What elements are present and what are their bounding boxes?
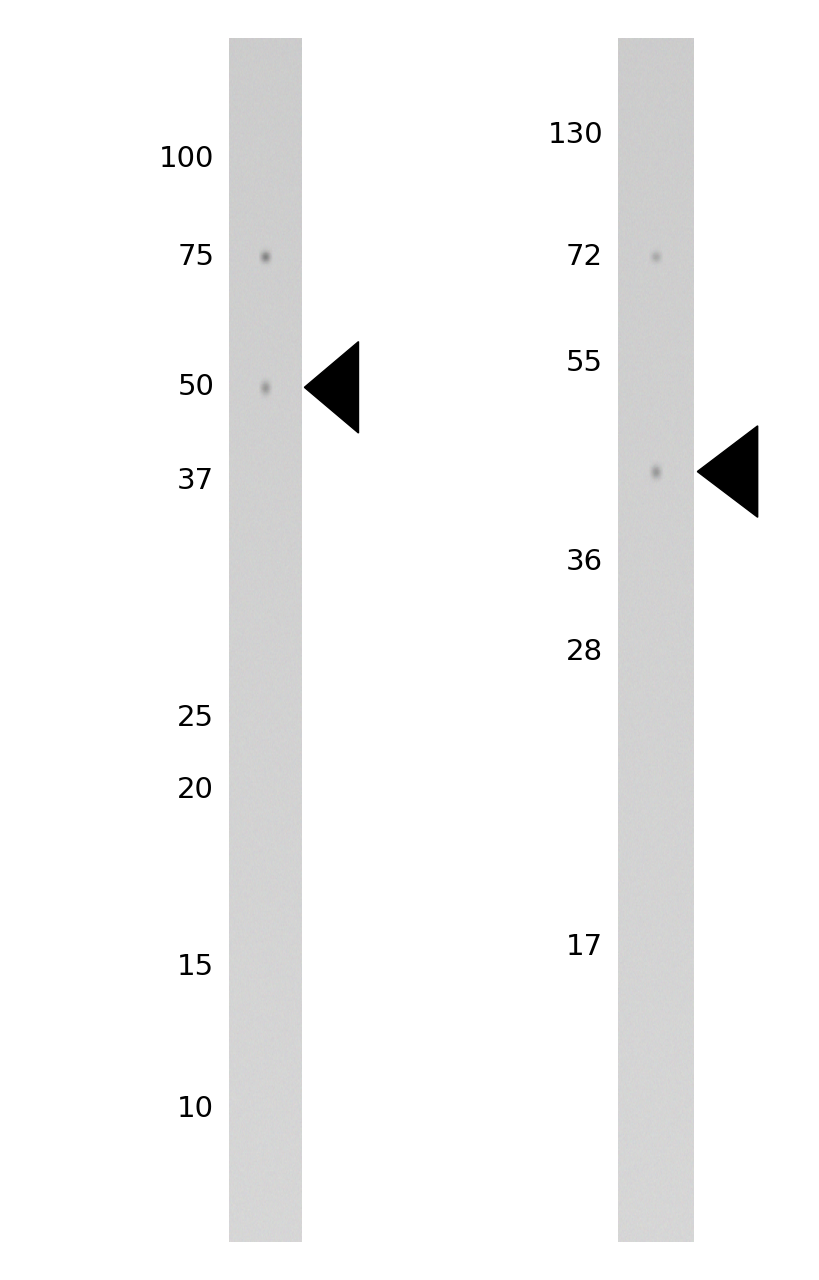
Text: 28: 28 (565, 637, 602, 666)
Text: 50: 50 (177, 374, 214, 402)
Text: 25: 25 (177, 704, 214, 732)
Text: 36: 36 (565, 548, 602, 576)
Polygon shape (696, 426, 757, 517)
Text: 17: 17 (565, 933, 602, 961)
Text: 20: 20 (177, 777, 214, 804)
Text: 100: 100 (159, 145, 214, 173)
Text: 130: 130 (547, 120, 602, 148)
Text: 37: 37 (177, 467, 214, 495)
Text: 10: 10 (177, 1096, 214, 1124)
Text: 55: 55 (565, 349, 602, 378)
Text: 72: 72 (565, 243, 602, 271)
Polygon shape (304, 342, 358, 433)
Text: 15: 15 (177, 954, 214, 982)
Text: 75: 75 (177, 243, 214, 271)
